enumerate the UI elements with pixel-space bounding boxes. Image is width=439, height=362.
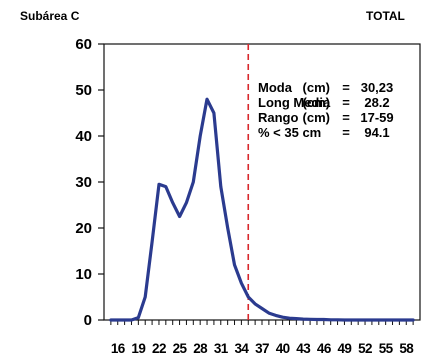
stats-box: Moda (cm) = 30,23 Long Media(cm) = 28.2 Rango (c… bbox=[258, 80, 394, 140]
x-tick-label: 22 bbox=[152, 341, 166, 356]
series-line bbox=[109, 97, 415, 322]
stat-value: 94.1 bbox=[364, 125, 389, 140]
x-tick-label: 40 bbox=[276, 341, 290, 356]
x-tick-label: 49 bbox=[338, 341, 352, 356]
x-tick-label: 43 bbox=[296, 341, 311, 356]
y-tick-label: 40 bbox=[75, 128, 92, 145]
stat-value: 17-59 bbox=[360, 110, 393, 125]
stat-label: Rango bbox=[258, 110, 299, 125]
x-tick-label: 55 bbox=[379, 341, 394, 356]
y-tick-label: 10 bbox=[75, 266, 92, 283]
stat-unit: (cm) bbox=[303, 95, 330, 110]
y-tick-label: 0 bbox=[84, 312, 92, 329]
stat-unit: (cm) bbox=[303, 80, 330, 95]
x-axis: 16 19 22 25 28 31 34 37 40 43 46 49 52 55 58 bbox=[110, 320, 415, 356]
stat-row: % < 35 cm = 94.1 bbox=[258, 125, 390, 140]
x-tick-label: 16 bbox=[111, 341, 126, 356]
stat-row: Long Media(cm) = 28.2 bbox=[258, 95, 390, 110]
stat-label: Long Media bbox=[258, 95, 331, 110]
y-tick-label: 30 bbox=[75, 174, 92, 191]
stat-equals: = bbox=[342, 110, 350, 125]
stat-equals: = bbox=[342, 80, 350, 95]
x-tick-label: 19 bbox=[131, 341, 145, 356]
y-tick-label: 50 bbox=[75, 82, 92, 99]
header-subarea: Subárea C bbox=[20, 9, 80, 23]
y-tick-label: 20 bbox=[75, 220, 92, 237]
y-tick-label: 60 bbox=[75, 36, 92, 53]
x-tick-label: 37 bbox=[255, 341, 269, 356]
stat-value: 30,23 bbox=[361, 80, 394, 95]
stat-label: % < 35 cm bbox=[258, 125, 321, 140]
stat-equals: = bbox=[342, 95, 350, 110]
header-total: TOTAL bbox=[366, 9, 405, 23]
stat-value: 28.2 bbox=[364, 95, 389, 110]
x-tick-label: 34 bbox=[234, 341, 249, 356]
stat-equals: = bbox=[342, 125, 350, 140]
stat-label: Moda bbox=[258, 80, 293, 95]
stat-row: Moda (cm) = 30,23 bbox=[258, 80, 393, 95]
stat-row: Rango (cm) = 17-59 bbox=[258, 110, 394, 125]
x-tick-label: 58 bbox=[399, 341, 414, 356]
x-tick-label: 28 bbox=[193, 341, 208, 356]
x-tick-label: 25 bbox=[173, 341, 188, 356]
x-tick-label: 46 bbox=[317, 341, 332, 356]
stat-unit: (cm) bbox=[303, 110, 330, 125]
x-tick-label: 52 bbox=[358, 341, 372, 356]
x-tick-label: 31 bbox=[214, 341, 229, 356]
y-axis: 0 10 20 30 40 50 60 bbox=[75, 36, 104, 329]
